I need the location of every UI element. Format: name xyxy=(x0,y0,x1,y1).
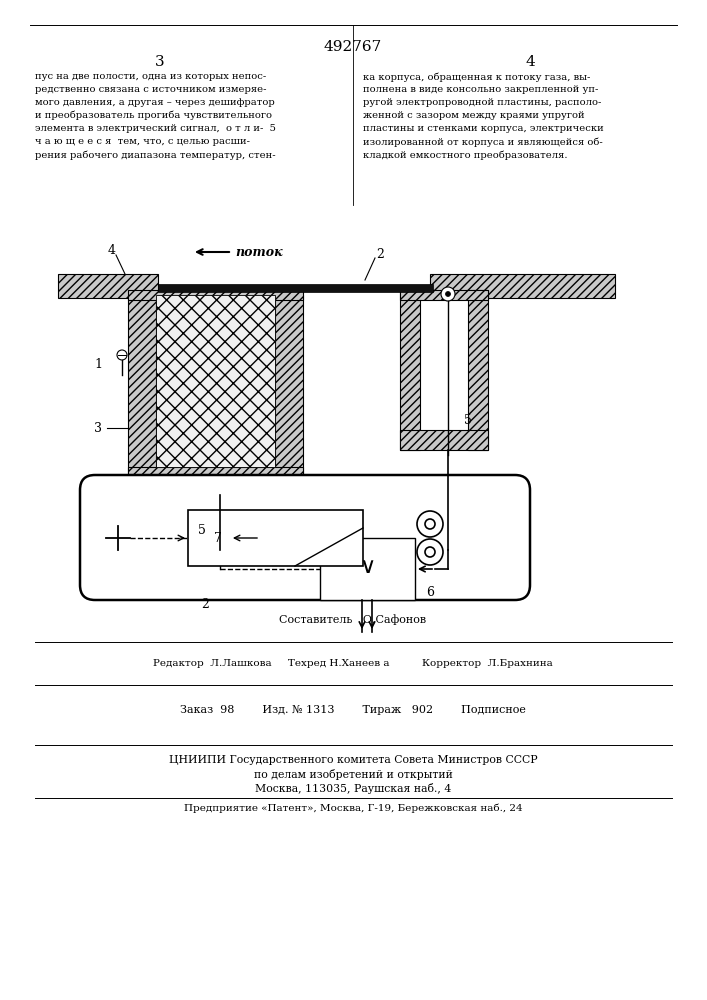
Bar xyxy=(320,538,415,600)
Text: Составитель   О.Сафонов: Составитель О.Сафонов xyxy=(279,614,426,625)
Bar xyxy=(400,290,488,300)
Text: пус на две полости, одна из которых непос-
редственно связана с источником измер: пус на две полости, одна из которых непо… xyxy=(35,72,276,160)
Bar xyxy=(400,430,488,450)
Text: 2: 2 xyxy=(376,247,384,260)
Text: 7: 7 xyxy=(214,532,222,544)
Bar xyxy=(156,295,275,467)
Text: Предприятие «Патент», Москва, Г-19, Бережковская наб., 24: Предприятие «Патент», Москва, Г-19, Бере… xyxy=(184,803,522,813)
Circle shape xyxy=(441,287,455,301)
Bar xyxy=(400,290,420,450)
Text: ка корпуса, обращенная к потоку газа, вы-
полнена в виде консольно закрепленной : ка корпуса, обращенная к потоку газа, вы… xyxy=(363,72,604,160)
Bar xyxy=(430,274,615,298)
FancyBboxPatch shape xyxy=(80,475,530,600)
Text: Заказ  98        Изд. № 1313        Тираж   902        Подписное: Заказ 98 Изд. № 1313 Тираж 902 Подписное xyxy=(180,705,526,715)
Bar xyxy=(158,284,433,292)
Circle shape xyxy=(445,292,450,296)
Text: 4: 4 xyxy=(525,55,535,69)
Circle shape xyxy=(117,350,127,360)
Text: ∨: ∨ xyxy=(359,557,375,577)
Text: 6: 6 xyxy=(426,585,434,598)
Text: 492767: 492767 xyxy=(324,40,382,54)
Circle shape xyxy=(417,511,443,537)
Text: 3: 3 xyxy=(156,55,165,69)
Circle shape xyxy=(425,519,435,529)
Bar xyxy=(128,295,156,495)
Text: поток: поток xyxy=(235,245,283,258)
Bar xyxy=(128,467,303,495)
Bar xyxy=(275,295,303,495)
Bar xyxy=(58,274,158,298)
Text: 5: 5 xyxy=(464,414,472,426)
Text: 2: 2 xyxy=(201,598,209,611)
Circle shape xyxy=(417,539,443,565)
Text: Редактор  Л.Лашкова     Техред Н.Ханеев а          Корректор  Л.Брахнина: Редактор Л.Лашкова Техред Н.Ханеев а Кор… xyxy=(153,658,553,668)
Bar xyxy=(128,290,303,300)
Text: ЦНИИПИ Государственного комитета Совета Министров СССР: ЦНИИПИ Государственного комитета Совета … xyxy=(169,755,537,765)
Text: по делам изобретений и открытий: по делам изобретений и открытий xyxy=(254,768,452,780)
Bar xyxy=(468,290,488,450)
Text: 1: 1 xyxy=(94,359,102,371)
Circle shape xyxy=(425,547,435,557)
Text: Москва, 113035, Раушская наб., 4: Москва, 113035, Раушская наб., 4 xyxy=(255,782,451,794)
Text: 3: 3 xyxy=(94,422,102,434)
Bar xyxy=(188,510,363,566)
Text: 4: 4 xyxy=(108,243,116,256)
Text: 5: 5 xyxy=(198,524,206,536)
